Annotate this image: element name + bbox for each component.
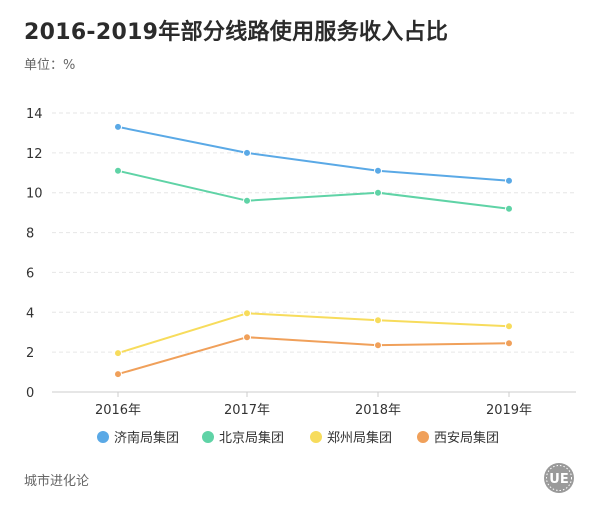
brand-logo: UE xyxy=(544,463,574,493)
series-2-point-1 xyxy=(243,309,251,318)
legend-marker-2 xyxy=(310,431,322,443)
y-tick-label-6: 6 xyxy=(26,266,34,281)
unit-label: 单位：% xyxy=(24,58,76,73)
series-2-point-3 xyxy=(505,322,513,331)
y-tick-label-4: 4 xyxy=(26,306,34,321)
series-line-1 xyxy=(117,169,510,210)
chart-title: 2016-2019年部分线路使用服务收入占比 xyxy=(24,20,449,45)
x-tick-label-1: 2017年 xyxy=(224,403,270,418)
y-tick-label-10: 10 xyxy=(26,187,43,202)
series-3-point-3 xyxy=(505,339,513,348)
series-1-point-0 xyxy=(114,166,122,175)
series-line-3 xyxy=(117,336,510,376)
series-2-point-0 xyxy=(114,349,122,358)
y-tick-label-12: 12 xyxy=(26,147,43,162)
series-1-point-1 xyxy=(243,196,251,205)
series-3-point-0 xyxy=(114,370,122,379)
legend-label-1: 北京局集团 xyxy=(219,430,284,446)
y-tick-label-2: 2 xyxy=(26,346,34,361)
x-tick-label-0: 2016年 xyxy=(95,403,141,418)
y-tick-label-0: 0 xyxy=(26,386,34,401)
series-3-point-1 xyxy=(243,333,251,342)
series-1-point-3 xyxy=(505,204,513,213)
series-3-point-2 xyxy=(374,341,382,350)
legend-marker-1 xyxy=(202,431,214,443)
series-0-point-1 xyxy=(243,148,251,157)
legend-label-0: 济南局集团 xyxy=(114,430,179,446)
series-line-0 xyxy=(117,125,510,182)
legend-label-3: 西安局集团 xyxy=(434,430,499,446)
logo-text: UE xyxy=(549,472,568,487)
series-0-point-0 xyxy=(114,122,122,131)
legend-marker-0 xyxy=(97,431,109,443)
x-tick-label-2: 2018年 xyxy=(355,403,401,418)
series-0-point-2 xyxy=(374,166,382,175)
source-label: 城市进化论 xyxy=(24,474,90,489)
series-1-point-2 xyxy=(374,188,382,197)
legend-label-2: 郑州局集团 xyxy=(327,430,392,446)
series-line-2 xyxy=(117,312,510,355)
series-2-point-2 xyxy=(374,316,382,325)
legend-marker-3 xyxy=(417,431,429,443)
series-0-point-3 xyxy=(505,176,513,185)
x-tick-label-3: 2019年 xyxy=(486,403,532,418)
y-tick-label-14: 14 xyxy=(26,107,43,122)
y-tick-label-8: 8 xyxy=(26,227,34,242)
